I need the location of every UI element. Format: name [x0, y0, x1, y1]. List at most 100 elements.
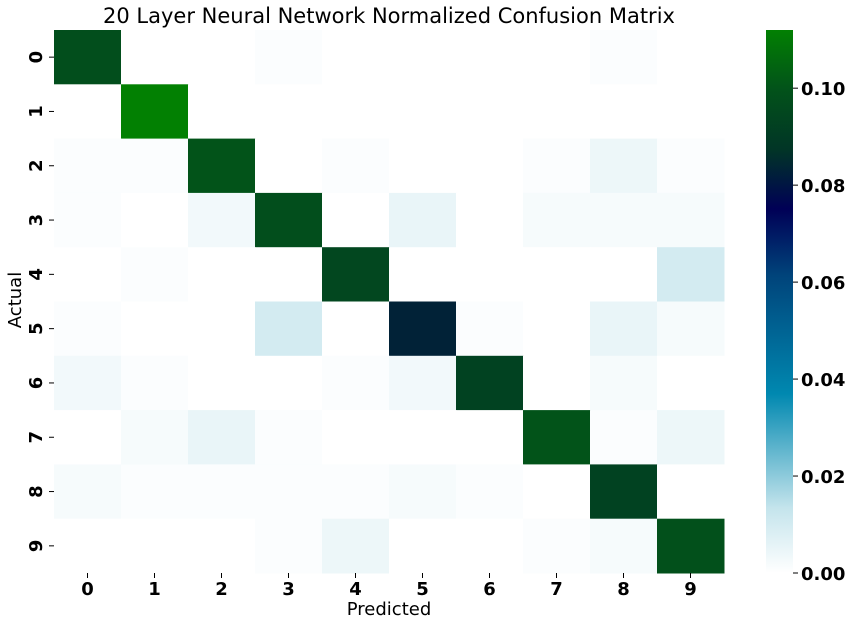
heatmap-cell — [121, 410, 189, 465]
x-axis-label: Predicted — [347, 599, 432, 620]
heatmap-cell — [389, 84, 457, 140]
colorbar-tick-label: 0.06 — [801, 273, 845, 294]
heatmap-cell — [389, 464, 457, 520]
heatmap-cell — [456, 30, 524, 85]
heatmap-cell — [456, 410, 524, 465]
heatmap-cell — [456, 138, 524, 194]
heatmap-cell — [255, 464, 323, 520]
heatmap-cell — [255, 247, 323, 302]
heatmap-cell — [322, 192, 390, 248]
heatmap-cell — [255, 355, 323, 411]
y-axis-label: Actual — [5, 272, 26, 328]
y-tick-label: 6 — [26, 377, 47, 390]
heatmap-cell — [322, 301, 390, 357]
y-axis-ticks: 0 1 2 3 4 5 6 7 8 9 — [26, 51, 54, 552]
heatmap-cell — [121, 247, 189, 302]
heatmap-cell — [322, 464, 390, 520]
x-tick-label: 6 — [483, 579, 496, 600]
heatmap-cell — [188, 247, 256, 302]
heatmap-cell — [322, 355, 390, 411]
heatmap-cell — [255, 30, 323, 85]
heatmap-cell — [657, 410, 725, 465]
heatmap-cell — [590, 84, 658, 140]
heatmap-cell — [523, 355, 591, 411]
heatmap-cell — [389, 247, 457, 302]
heatmap-cell — [657, 301, 725, 357]
heatmap-cell — [657, 84, 725, 140]
heatmap-cell — [322, 518, 390, 574]
heatmap-cell — [54, 355, 122, 411]
x-tick-label: 8 — [617, 579, 630, 600]
heatmap-cell — [590, 138, 658, 194]
heatmap-cell — [590, 464, 658, 520]
heatmap-cell — [657, 464, 725, 520]
heatmap-cell — [54, 192, 122, 248]
heatmap-cell — [188, 355, 256, 411]
y-tick-label: 8 — [26, 485, 47, 498]
colorbar-ticks: 0.00 0.02 0.04 0.06 0.08 0.10 — [793, 79, 845, 585]
heatmap-cell — [590, 518, 658, 574]
heatmap-cell — [523, 410, 591, 465]
heatmap-cell — [389, 192, 457, 248]
x-axis-ticks: 0 1 2 3 4 5 6 7 8 9 — [81, 573, 697, 600]
heatmap-cell — [456, 355, 524, 411]
y-tick-label: 7 — [26, 431, 47, 444]
heatmap-cell — [188, 464, 256, 520]
x-tick-label: 3 — [282, 579, 295, 600]
heatmap-cell — [590, 247, 658, 302]
heatmap-cell — [389, 355, 457, 411]
chart-title: 20 Layer Neural Network Normalized Confu… — [103, 4, 675, 28]
heatmap-cell — [54, 518, 122, 574]
heatmap-cell — [590, 301, 658, 357]
heatmap-cell — [255, 192, 323, 248]
heatmap-cell — [456, 518, 524, 574]
heatmap-cell — [121, 84, 189, 140]
x-tick-label: 9 — [684, 579, 697, 600]
heatmap-cell — [54, 464, 122, 520]
y-tick-label: 4 — [26, 268, 47, 281]
y-tick-label: 1 — [26, 105, 47, 118]
colorbar-tick-label: 0.00 — [801, 564, 845, 585]
heatmap-cell — [389, 410, 457, 465]
heatmap-cell — [121, 464, 189, 520]
heatmap-cell — [322, 247, 390, 302]
x-tick-label: 5 — [416, 579, 429, 600]
heatmap-cell — [255, 301, 323, 357]
heatmap-cell — [456, 192, 524, 248]
heatmap-cell — [188, 301, 256, 357]
heatmap-cell — [121, 518, 189, 574]
x-tick-label: 2 — [215, 579, 228, 600]
heatmap-cell — [255, 84, 323, 140]
y-tick-label: 3 — [26, 214, 47, 227]
y-tick-label: 9 — [26, 540, 47, 553]
heatmap-cell — [188, 518, 256, 574]
heatmap-cell — [523, 192, 591, 248]
heatmap-cell — [523, 301, 591, 357]
heatmap-cell — [590, 410, 658, 465]
heatmap-cell — [121, 30, 189, 85]
heatmap-cell — [188, 138, 256, 194]
heatmap-cell — [188, 84, 256, 140]
heatmap-cell — [456, 301, 524, 357]
heatmap-cell — [456, 247, 524, 302]
heatmap-cell — [657, 247, 725, 302]
heatmap-cell — [322, 410, 390, 465]
heatmap-cell — [590, 355, 658, 411]
heatmap-cell — [456, 84, 524, 140]
x-tick-label: 4 — [349, 579, 362, 600]
heatmap-cell — [54, 301, 122, 357]
heatmap-cell — [389, 30, 457, 85]
heatmap-cell — [523, 30, 591, 85]
heatmap-cell — [121, 138, 189, 194]
heatmap-cell — [590, 192, 658, 248]
heatmap-cell — [523, 518, 591, 574]
colorbar-tick-label: 0.04 — [801, 370, 845, 391]
heatmap-cell — [322, 138, 390, 194]
heatmap-cell — [54, 84, 122, 140]
heatmap-cell — [54, 410, 122, 465]
heatmap-cell — [657, 30, 725, 85]
colorbar — [766, 30, 793, 573]
heatmap-cell — [456, 464, 524, 520]
heatmap-cell — [255, 138, 323, 194]
